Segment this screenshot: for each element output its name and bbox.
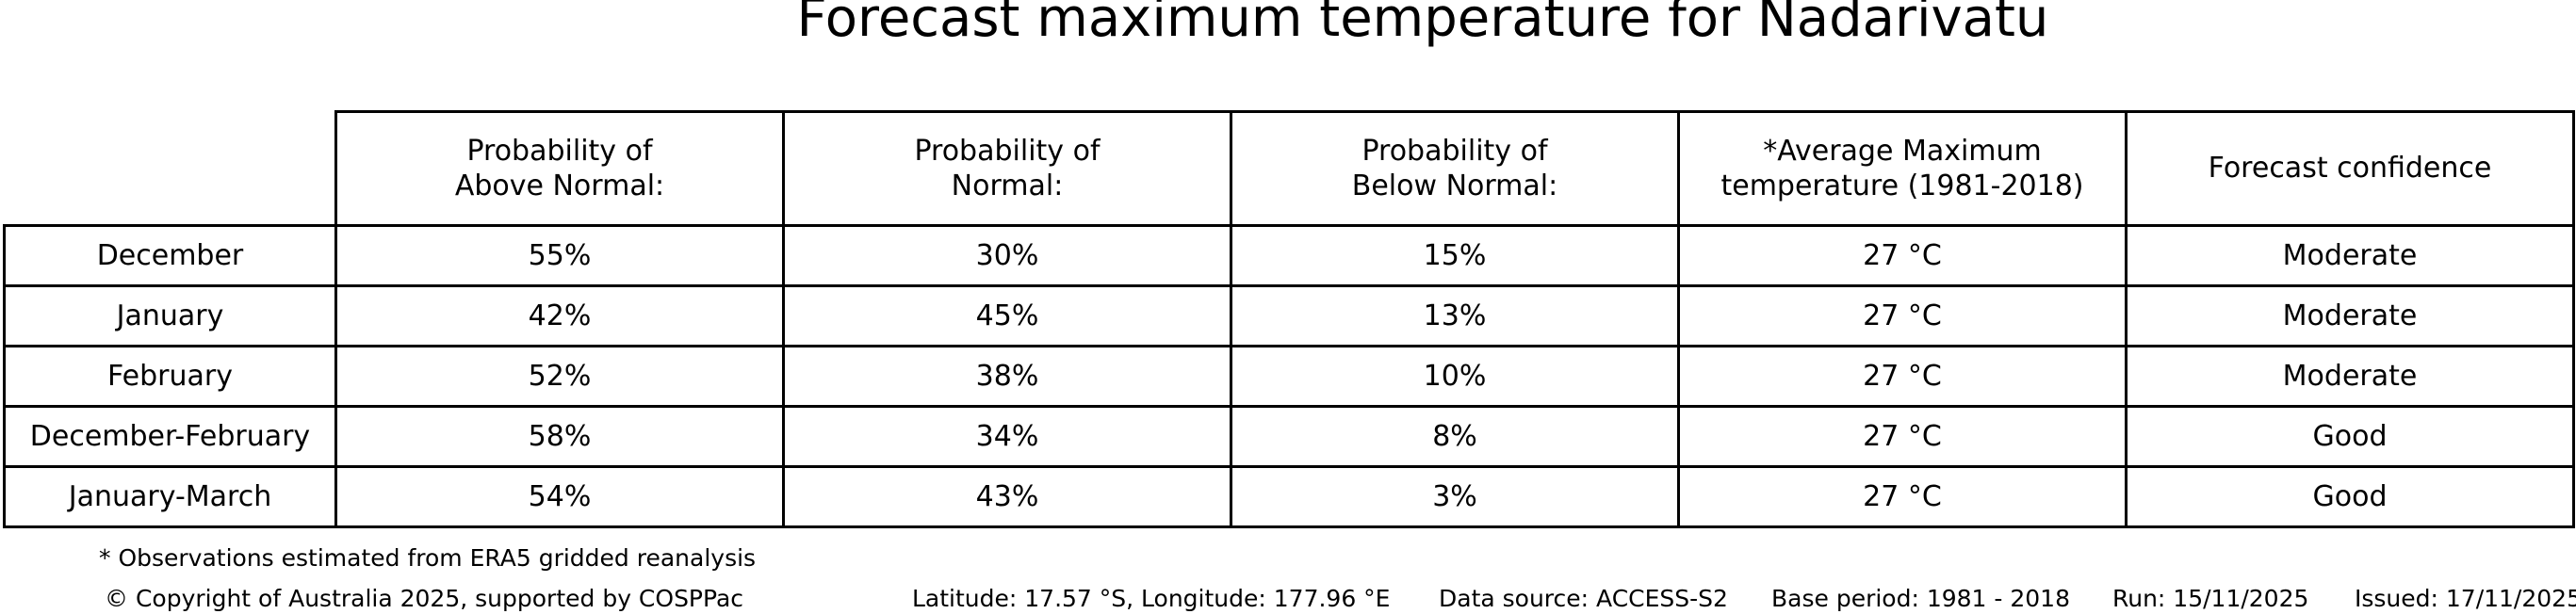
column-header-below-normal: Probability of Below Normal: bbox=[1230, 110, 1680, 227]
row-label: February bbox=[3, 345, 337, 408]
copyright-text: © Copyright of Australia 2025, supported… bbox=[105, 585, 744, 612]
column-header-above-normal: Probability of Above Normal: bbox=[334, 110, 785, 227]
issued-date-text: Issued: 17/11/2025 bbox=[2355, 585, 2576, 612]
data-source-text: Data source: ACCESS-S2 bbox=[1439, 585, 1728, 612]
observations-footnote: * Observations estimated from ERA5 gridd… bbox=[99, 544, 757, 572]
cell-normal: 30% bbox=[782, 224, 1232, 287]
page-title: Forecast maximum temperature for Nadariv… bbox=[796, 0, 2049, 49]
column-header-forecast-confidence: Forecast confidence bbox=[2125, 110, 2575, 227]
run-date-text: Run: 15/11/2025 bbox=[2112, 585, 2309, 612]
table-row: January 42% 45% 13% 27 °C Moderate bbox=[3, 284, 2575, 347]
cell-normal: 38% bbox=[782, 345, 1232, 408]
cell-normal: 45% bbox=[782, 284, 1232, 347]
column-header-normal: Probability of Normal: bbox=[782, 110, 1232, 227]
cell-average-temperature: 27 °C bbox=[1677, 405, 2128, 468]
cell-average-temperature: 27 °C bbox=[1677, 224, 2128, 287]
cell-average-temperature: 27 °C bbox=[1677, 345, 2128, 408]
row-label: January-March bbox=[3, 465, 337, 528]
cell-above-normal: 55% bbox=[334, 224, 785, 287]
cell-confidence: Moderate bbox=[2125, 224, 2575, 287]
blank-corner-cell bbox=[5, 112, 336, 226]
cell-above-normal: 42% bbox=[334, 284, 785, 347]
cell-average-temperature: 27 °C bbox=[1677, 465, 2128, 528]
forecast-table: Probability of Above Normal: Probability… bbox=[3, 110, 2575, 528]
column-header-average-maximum: *Average Maximum temperature (1981-2018) bbox=[1677, 110, 2128, 227]
table-row: February 52% 38% 10% 27 °C Moderate bbox=[3, 345, 2575, 408]
cell-below-normal: 13% bbox=[1230, 284, 1680, 347]
table-row: December-February 58% 34% 8% 27 °C Good bbox=[3, 405, 2575, 468]
cell-below-normal: 8% bbox=[1230, 405, 1680, 468]
table-header-row: Probability of Above Normal: Probability… bbox=[5, 110, 2575, 227]
cell-below-normal: 15% bbox=[1230, 224, 1680, 287]
table-row: December 55% 30% 15% 27 °C Moderate bbox=[3, 224, 2575, 287]
cell-confidence: Moderate bbox=[2125, 284, 2575, 347]
base-period-text: Base period: 1981 - 2018 bbox=[1771, 585, 2070, 612]
cell-normal: 43% bbox=[782, 465, 1232, 528]
row-label: December bbox=[3, 224, 337, 287]
location-text: Latitude: 17.57 °S, Longitude: 177.96 °E bbox=[912, 585, 1391, 612]
row-label: January bbox=[3, 284, 337, 347]
cell-below-normal: 10% bbox=[1230, 345, 1680, 408]
cell-confidence: Moderate bbox=[2125, 345, 2575, 408]
cell-confidence: Good bbox=[2125, 465, 2575, 528]
cell-average-temperature: 27 °C bbox=[1677, 284, 2128, 347]
cell-above-normal: 54% bbox=[334, 465, 785, 528]
cell-above-normal: 58% bbox=[334, 405, 785, 468]
cell-confidence: Good bbox=[2125, 405, 2575, 468]
cell-above-normal: 52% bbox=[334, 345, 785, 408]
cell-normal: 34% bbox=[782, 405, 1232, 468]
table-row: January-March 54% 43% 3% 27 °C Good bbox=[3, 465, 2575, 528]
row-label: December-February bbox=[3, 405, 337, 468]
cell-below-normal: 3% bbox=[1230, 465, 1680, 528]
